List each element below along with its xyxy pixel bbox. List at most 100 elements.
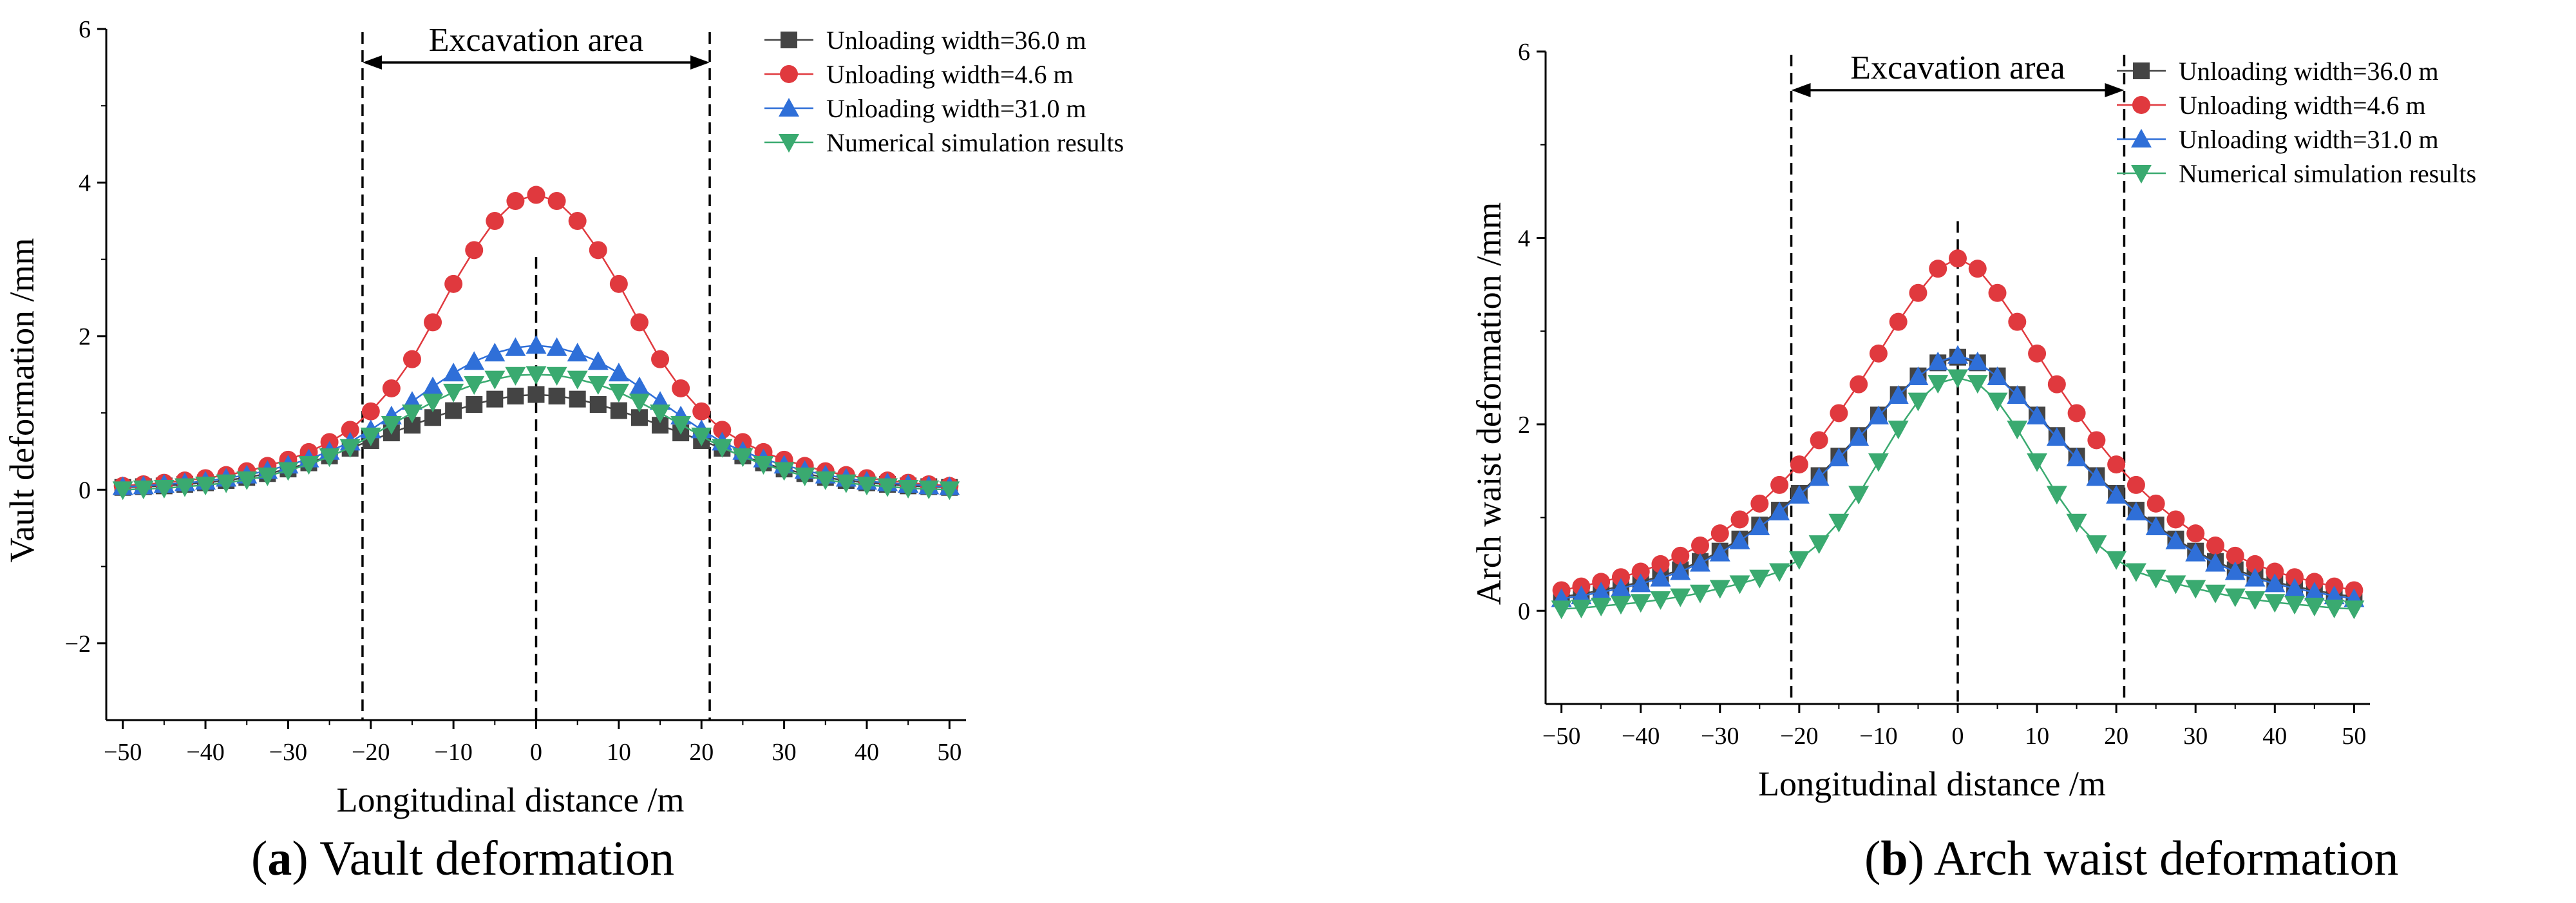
chart-b-series-2-point [1690, 553, 1710, 572]
chart-b-series-3-point [1610, 596, 1631, 615]
chart-a-series-3-point [567, 370, 588, 390]
chart-b-series-1-point [1691, 536, 1709, 555]
chart-b-series-3-point [2205, 584, 2226, 604]
chart-a-x-tick-label: −20 [352, 739, 390, 766]
chart-b-series-2-point [1987, 366, 2008, 386]
chart-b-series-2-point [1788, 484, 1810, 504]
chart-b-x-tick-label: −50 [1542, 723, 1580, 750]
chart-a-series-1-point [444, 274, 463, 293]
chart-b-series-2-point [2224, 561, 2246, 580]
chart-a-series-1-point [651, 350, 670, 368]
chart-a-x-tick-label: 40 [855, 739, 879, 766]
chart-b-series-3-point [2066, 513, 2087, 533]
chart-b-series-3-point [1868, 453, 1889, 472]
chart-a-annotation: Excavation area [429, 22, 643, 59]
chart-b-series-3-point [1769, 563, 1790, 582]
chart-b-series-3-point [2344, 600, 2365, 620]
chart-a-series-3-point [670, 415, 692, 435]
chart-b-series-3-point [2244, 591, 2266, 610]
chart-b-series-3-point [2284, 596, 2306, 615]
chart-b-x-tick-label: 50 [2342, 723, 2366, 750]
chart-b-series-3-point [1670, 588, 1691, 607]
chart-a-series-2-point [422, 376, 444, 395]
chart-b-series-3-point [1848, 486, 1870, 505]
chart-a-series-3-point [526, 366, 547, 385]
chart-a-series-2-point [587, 351, 609, 370]
chart-b-legend-marker [2131, 165, 2152, 184]
chart-a-y-tick-label: 0 [79, 477, 91, 504]
chart-b-series-3-point [2027, 453, 2048, 472]
chart-b-series-3-point [1709, 580, 1730, 599]
chart-b-series-1-point [1790, 455, 1808, 474]
chart-a-series-1-point [486, 212, 504, 231]
chart-b-series-2-point [2185, 542, 2206, 562]
chart-b-series-1-point [2067, 404, 2086, 423]
chart-a-series-0-point [569, 390, 586, 408]
chart-a-series-0-point [445, 402, 462, 419]
chart-a-series-3-point [443, 383, 464, 403]
chart-b-series-2-point [2125, 501, 2146, 520]
chart-b-series-3-point [1947, 369, 1968, 388]
caption-b-text: Arch waist deformation [1924, 832, 2399, 886]
chart-b-series-1-point [2266, 562, 2284, 581]
chart-a-series-3-point [835, 474, 857, 493]
chart-b-series-3-point [2046, 486, 2067, 505]
chart-b-series-3-point [1749, 569, 1770, 589]
chart-a-y-tick-label: 2 [79, 323, 91, 350]
chart-b-series-3-point [2304, 598, 2325, 617]
chart-b-series-1-point [2246, 555, 2264, 573]
chart-b-series-1-point [1710, 524, 1729, 543]
chart-b-series-1-point [2107, 455, 2126, 474]
chart-b-series-3-point [1987, 392, 2008, 412]
chart-a-y-tick-label: −2 [65, 631, 91, 658]
chart-b-y-axis-title: Arch waist deformation /mm [1470, 202, 1508, 605]
chart-b-series-2-point [1868, 405, 1889, 424]
chart-a-arrow-head-left [362, 55, 382, 70]
chart-b-series-1-point [1770, 475, 1789, 494]
chart-b-series-3-point [1729, 575, 1750, 594]
chart-a-series-2-point [629, 376, 650, 395]
chart-a-series-3-point [464, 375, 485, 395]
chart-b-series-2-point [1650, 567, 1671, 587]
chart-a-legend-marker [781, 32, 797, 48]
chart-b-legend-label: Unloading width=36.0 m [2179, 57, 2439, 86]
chart-a-series-2-point [526, 335, 547, 354]
chart-b-annotation: Excavation area [1850, 50, 2065, 86]
chart-a-series-3-point [339, 439, 361, 458]
chart-b-series-2-point [2284, 578, 2306, 597]
chart-b-series-3-point [1828, 513, 1850, 533]
chart-b-series-2-point [1808, 467, 1830, 486]
chart-a-series-3-point [195, 477, 216, 496]
chart-b-series-1-point [2226, 546, 2244, 565]
chart-a-series-3-point [422, 394, 444, 413]
chart-b-series-1-point [1968, 260, 1987, 278]
chart-b-series-2-point [1927, 351, 1949, 370]
chart-b-series-1-point [1810, 431, 1828, 450]
chart-a-series-3-point [629, 394, 650, 413]
chart-a-series-3-point [153, 479, 175, 499]
chart-b-series-2-point [1828, 447, 1850, 466]
chart-a-legend-label: Numerical simulation results [826, 128, 1124, 157]
chart-b-x-tick-label: 0 [1952, 723, 1964, 750]
chart-b-series-3-point [1630, 594, 1651, 613]
chart-a-legend-marker [779, 134, 799, 153]
chart-b-legend-label: Unloading width=4.6 m [2179, 91, 2426, 120]
chart-a-series-1-point [692, 402, 711, 421]
chart-b-series-2-point [1947, 345, 1968, 364]
chart-a-legend-label: Unloading width=4.6 m [826, 60, 1074, 89]
chart-b-series-1-point [1949, 249, 1967, 268]
chart-a-series-1-point [382, 379, 401, 397]
chart-a-series-1-point [547, 192, 566, 211]
chart-a-series-0-point [507, 387, 524, 404]
chart-a-arrow-head-right [690, 55, 710, 70]
caption-b: (b) Arch waist deformation [1864, 832, 2399, 886]
chart-a-series-3-point [691, 427, 712, 446]
chart-b-series-1-point [2087, 431, 2106, 450]
chart-b-series-1-point [2146, 494, 2165, 513]
chart-a-series-1-point [341, 421, 359, 439]
chart-a-series-2-point [567, 343, 588, 362]
chart-a-y-tick-label: 4 [79, 169, 91, 196]
caption-a-label: a [267, 832, 292, 886]
chart-b-series-3-point [2145, 569, 2166, 589]
